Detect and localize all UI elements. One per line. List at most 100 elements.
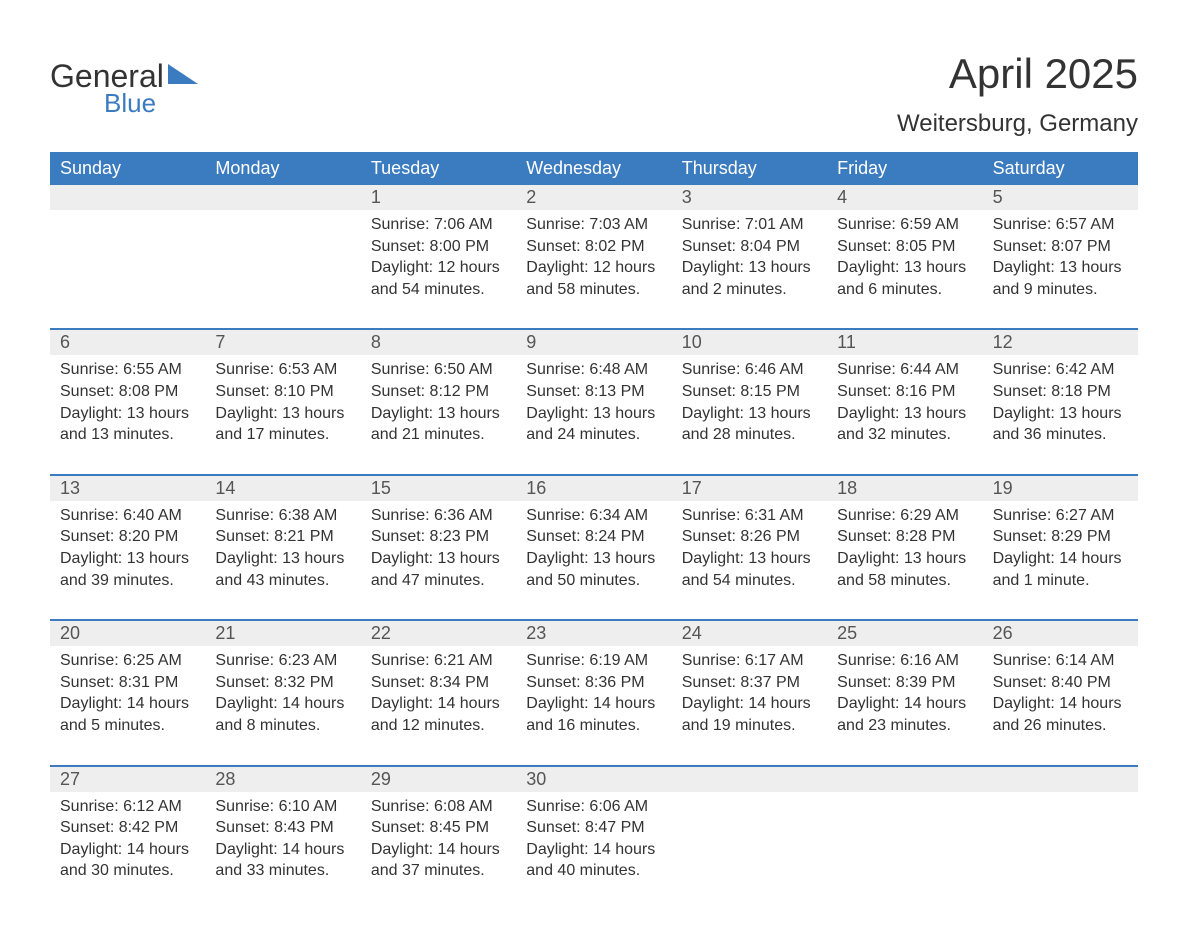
day-cell bbox=[672, 792, 827, 882]
sunrise-text: Sunrise: 6:25 AM bbox=[60, 650, 195, 672]
day-cell bbox=[983, 792, 1138, 882]
daylight-text: Daylight: 13 hours and 9 minutes. bbox=[993, 257, 1128, 300]
day-cell: Sunrise: 6:55 AMSunset: 8:08 PMDaylight:… bbox=[50, 355, 205, 445]
daylight-text: Daylight: 14 hours and 19 minutes. bbox=[682, 693, 817, 736]
daylight-text: Daylight: 14 hours and 33 minutes. bbox=[215, 839, 350, 882]
sunrise-text: Sunrise: 6:27 AM bbox=[993, 505, 1128, 527]
daylight-text: Daylight: 13 hours and 28 minutes. bbox=[682, 403, 817, 446]
day-number: 8 bbox=[361, 330, 516, 355]
date-number-row: 12345 bbox=[50, 185, 1138, 210]
sunset-text: Sunset: 8:18 PM bbox=[993, 381, 1128, 403]
daylight-text: Daylight: 13 hours and 43 minutes. bbox=[215, 548, 350, 591]
sunset-text: Sunset: 8:37 PM bbox=[682, 672, 817, 694]
sunrise-text: Sunrise: 6:44 AM bbox=[837, 359, 972, 381]
sunset-text: Sunset: 8:28 PM bbox=[837, 526, 972, 548]
day-cell: Sunrise: 6:50 AMSunset: 8:12 PMDaylight:… bbox=[361, 355, 516, 445]
day-cell: Sunrise: 6:06 AMSunset: 8:47 PMDaylight:… bbox=[516, 792, 671, 882]
day-cell: Sunrise: 6:40 AMSunset: 8:20 PMDaylight:… bbox=[50, 501, 205, 591]
week-row: 12345Sunrise: 7:06 AMSunset: 8:00 PMDayl… bbox=[50, 185, 1138, 328]
date-number-row: 27282930 bbox=[50, 767, 1138, 792]
sunset-text: Sunset: 8:45 PM bbox=[371, 817, 506, 839]
sunset-text: Sunset: 8:34 PM bbox=[371, 672, 506, 694]
title-block: April 2025 Weitersburg, Germany bbox=[897, 50, 1138, 138]
location: Weitersburg, Germany bbox=[897, 110, 1138, 138]
header: General Blue April 2025 Weitersburg, Ger… bbox=[50, 50, 1138, 138]
date-number-row: 13141516171819 bbox=[50, 476, 1138, 501]
logo-word2: Blue bbox=[104, 88, 164, 119]
sunrise-text: Sunrise: 6:59 AM bbox=[837, 214, 972, 236]
daylight-text: Daylight: 13 hours and 21 minutes. bbox=[371, 403, 506, 446]
week-row: 6789101112Sunrise: 6:55 AMSunset: 8:08 P… bbox=[50, 328, 1138, 473]
day-cell: Sunrise: 6:46 AMSunset: 8:15 PMDaylight:… bbox=[672, 355, 827, 445]
day-label: Friday bbox=[827, 152, 982, 185]
day-cell: Sunrise: 6:21 AMSunset: 8:34 PMDaylight:… bbox=[361, 646, 516, 736]
daylight-text: Daylight: 13 hours and 17 minutes. bbox=[215, 403, 350, 446]
sunset-text: Sunset: 8:04 PM bbox=[682, 236, 817, 258]
daylight-text: Daylight: 13 hours and 58 minutes. bbox=[837, 548, 972, 591]
daylight-text: Daylight: 13 hours and 50 minutes. bbox=[526, 548, 661, 591]
sunrise-text: Sunrise: 6:36 AM bbox=[371, 505, 506, 527]
daylight-text: Daylight: 13 hours and 36 minutes. bbox=[993, 403, 1128, 446]
sunrise-text: Sunrise: 6:06 AM bbox=[526, 796, 661, 818]
day-number: 20 bbox=[50, 621, 205, 646]
day-cell: Sunrise: 7:01 AMSunset: 8:04 PMDaylight:… bbox=[672, 210, 827, 300]
calendar: Sunday Monday Tuesday Wednesday Thursday… bbox=[50, 152, 1138, 910]
sunset-text: Sunset: 8:00 PM bbox=[371, 236, 506, 258]
sunset-text: Sunset: 8:31 PM bbox=[60, 672, 195, 694]
day-cell: Sunrise: 6:14 AMSunset: 8:40 PMDaylight:… bbox=[983, 646, 1138, 736]
day-cell: Sunrise: 6:10 AMSunset: 8:43 PMDaylight:… bbox=[205, 792, 360, 882]
sunrise-text: Sunrise: 6:34 AM bbox=[526, 505, 661, 527]
sunset-text: Sunset: 8:32 PM bbox=[215, 672, 350, 694]
day-number: 6 bbox=[50, 330, 205, 355]
day-number: 7 bbox=[205, 330, 360, 355]
day-label: Saturday bbox=[983, 152, 1138, 185]
day-cell: Sunrise: 6:27 AMSunset: 8:29 PMDaylight:… bbox=[983, 501, 1138, 591]
date-info-row: Sunrise: 6:25 AMSunset: 8:31 PM Daylight:… bbox=[50, 646, 1138, 764]
day-cell: Sunrise: 6:12 AMSunset: 8:42 PMDaylight:… bbox=[50, 792, 205, 882]
sunset-text: Sunset: 8:15 PM bbox=[682, 381, 817, 403]
daylight-text: Daylight: 14 hours and 12 minutes. bbox=[371, 693, 506, 736]
day-cell: Sunrise: 6:48 AMSunset: 8:13 PMDaylight:… bbox=[516, 355, 671, 445]
day-number: 1 bbox=[361, 185, 516, 210]
day-header-row: Sunday Monday Tuesday Wednesday Thursday… bbox=[50, 152, 1138, 185]
sunset-text: Sunset: 8:20 PM bbox=[60, 526, 195, 548]
sunrise-text: Sunrise: 6:21 AM bbox=[371, 650, 506, 672]
day-number bbox=[983, 767, 1138, 792]
day-label: Monday bbox=[205, 152, 360, 185]
sunset-text: Sunset: 8:26 PM bbox=[682, 526, 817, 548]
day-cell: Sunrise: 6:17 AMSunset: 8:37 PMDaylight:… bbox=[672, 646, 827, 736]
sunrise-text: Sunrise: 6:46 AM bbox=[682, 359, 817, 381]
daylight-text: Daylight: 13 hours and 54 minutes. bbox=[682, 548, 817, 591]
sunrise-text: Sunrise: 6:23 AM bbox=[215, 650, 350, 672]
sunset-text: Sunset: 8:13 PM bbox=[526, 381, 661, 403]
day-label: Thursday bbox=[672, 152, 827, 185]
sunrise-text: Sunrise: 6:40 AM bbox=[60, 505, 195, 527]
logo: General Blue bbox=[50, 60, 198, 119]
day-cell: Sunrise: 6:34 AMSunset: 8:24 PMDaylight:… bbox=[516, 501, 671, 591]
sunset-text: Sunset: 8:08 PM bbox=[60, 381, 195, 403]
logo-triangle-icon bbox=[168, 60, 198, 89]
day-number: 29 bbox=[361, 767, 516, 792]
day-number: 10 bbox=[672, 330, 827, 355]
day-number: 15 bbox=[361, 476, 516, 501]
sunset-text: Sunset: 8:05 PM bbox=[837, 236, 972, 258]
sunrise-text: Sunrise: 6:29 AM bbox=[837, 505, 972, 527]
day-number: 28 bbox=[205, 767, 360, 792]
daylight-text: Daylight: 13 hours and 47 minutes. bbox=[371, 548, 506, 591]
date-number-row: 6789101112 bbox=[50, 330, 1138, 355]
sunrise-text: Sunrise: 6:10 AM bbox=[215, 796, 350, 818]
day-number: 23 bbox=[516, 621, 671, 646]
day-cell: Sunrise: 6:29 AMSunset: 8:28 PMDaylight:… bbox=[827, 501, 982, 591]
daylight-text: Daylight: 14 hours and 16 minutes. bbox=[526, 693, 661, 736]
sunrise-text: Sunrise: 7:01 AM bbox=[682, 214, 817, 236]
daylight-text: Daylight: 14 hours and 1 minute. bbox=[993, 548, 1128, 591]
sunset-text: Sunset: 8:21 PM bbox=[215, 526, 350, 548]
day-cell: Sunrise: 6:31 AMSunset: 8:26 PMDaylight:… bbox=[672, 501, 827, 591]
day-cell: Sunrise: 6:53 AMSunset: 8:10 PMDaylight:… bbox=[205, 355, 360, 445]
sunset-text: Sunset: 8:40 PM bbox=[993, 672, 1128, 694]
day-label: Tuesday bbox=[361, 152, 516, 185]
day-number: 2 bbox=[516, 185, 671, 210]
day-number: 16 bbox=[516, 476, 671, 501]
day-cell: Sunrise: 7:06 AMSunset: 8:00 PMDaylight:… bbox=[361, 210, 516, 300]
daylight-text: Daylight: 14 hours and 23 minutes. bbox=[837, 693, 972, 736]
